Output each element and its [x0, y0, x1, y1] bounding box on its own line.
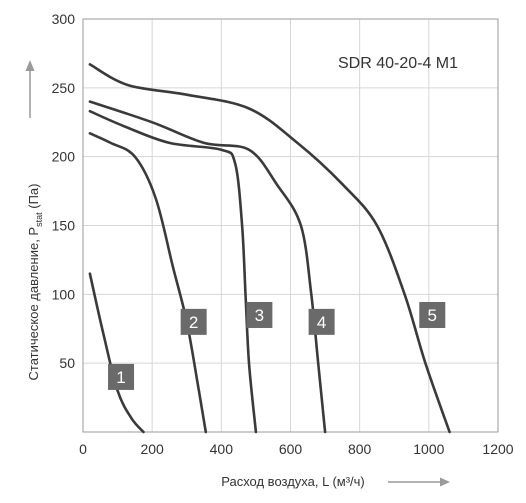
series-line-1	[88, 272, 145, 434]
series-line-2	[88, 132, 208, 434]
series-labels: 1 2 3 4 5	[108, 301, 446, 390]
x-arrow-head	[440, 477, 450, 487]
plot-frame	[82, 18, 499, 433]
y-axis-label: Статическое давление, Pstat (Па)	[26, 184, 44, 381]
series-badge-label-3: 3	[255, 306, 264, 325]
x-tick-label: 200	[140, 441, 164, 457]
series-badge-2	[180, 308, 207, 335]
y-tick-label: 250	[52, 80, 76, 96]
y-tick-label: 300	[52, 11, 76, 27]
series-badge-3	[246, 301, 273, 328]
y-tick-label: 200	[52, 149, 76, 165]
x-tick-label: 400	[210, 441, 234, 457]
series-badge-1	[108, 363, 135, 390]
series-badge-4	[308, 308, 335, 335]
x-axis-label: Расход воздуха, L (м³/ч)	[221, 474, 365, 489]
series-line-5	[88, 63, 451, 434]
series-line-4	[88, 100, 327, 434]
grid	[83, 18, 499, 432]
series-badge-label-1: 1	[116, 368, 125, 387]
series-badge-5	[419, 301, 446, 328]
chart-title: SDR 40-20-4 M1	[338, 55, 458, 72]
series-lines	[88, 63, 451, 434]
y-arrow-head	[25, 60, 35, 71]
y-tick-label: 50	[59, 355, 75, 371]
series-badge-label-5: 5	[428, 306, 437, 325]
x-axis-arrow	[388, 477, 450, 487]
series-badge-label-4: 4	[317, 313, 326, 332]
series-line-3	[88, 109, 258, 434]
y-axis-arrow	[25, 60, 35, 118]
axes: 0 200 400 600 800 1000 1200 50 100 150 200 250 300	[52, 11, 514, 457]
x-tick-label: 0	[79, 441, 87, 457]
x-tick-label: 800	[348, 441, 372, 457]
x-tick-label: 1000	[413, 441, 444, 457]
y-tick-label: 100	[52, 286, 76, 302]
y-tick-label: 150	[52, 218, 76, 234]
series-badge-label-2: 2	[189, 313, 198, 332]
y-axis-label-main: Статическое давление, P	[26, 227, 41, 381]
y-axis-label-unit: (Па)	[26, 184, 41, 213]
x-tick-label: 600	[279, 441, 303, 457]
y-axis-label-subscript: stat	[34, 212, 44, 227]
x-tick-label: 1200	[482, 441, 513, 457]
